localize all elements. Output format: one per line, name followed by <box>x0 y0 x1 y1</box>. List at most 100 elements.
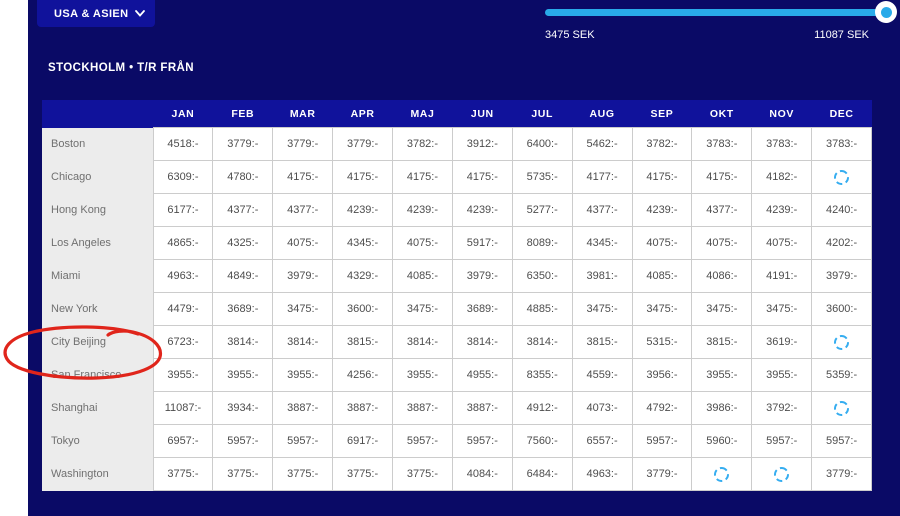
price-cell[interactable]: 3783:- <box>751 127 813 161</box>
price-cell[interactable]: 4377:- <box>691 193 753 227</box>
price-cell[interactable]: 4240:- <box>811 193 872 227</box>
price-cell[interactable]: 6350:- <box>511 259 573 293</box>
price-cell[interactable]: 3779:- <box>212 127 274 161</box>
price-cell[interactable]: 4073:- <box>571 391 633 425</box>
price-cell[interactable]: 5277:- <box>511 193 573 227</box>
price-cell[interactable]: 3600:- <box>332 292 393 326</box>
price-cell[interactable]: 4075:- <box>691 226 753 260</box>
price-cell[interactable]: 5359:- <box>811 358 872 392</box>
price-cell[interactable]: 4239:- <box>751 193 813 227</box>
price-cell[interactable]: 3792:- <box>751 391 813 425</box>
price-cell[interactable]: 4075:- <box>392 226 453 260</box>
price-cell[interactable]: 3783:- <box>691 127 753 161</box>
price-cell[interactable]: 3775:- <box>212 457 274 491</box>
region-dropdown[interactable]: USA & ASIEN <box>37 0 155 27</box>
price-cell[interactable]: 4177:- <box>571 160 633 194</box>
price-cell[interactable]: 3981:- <box>571 259 633 293</box>
price-cell[interactable]: 4780:- <box>212 160 274 194</box>
price-cell[interactable]: 3956:- <box>631 358 693 392</box>
price-cell[interactable]: 3814:- <box>272 325 334 359</box>
price-cell[interactable]: 5735:- <box>511 160 573 194</box>
price-cell[interactable]: 3887:- <box>392 391 453 425</box>
price-cell[interactable]: 3979:- <box>451 259 513 293</box>
price-cell[interactable]: 4849:- <box>212 259 274 293</box>
price-cell[interactable]: 4865:- <box>152 226 214 260</box>
price-cell[interactable]: 4084:- <box>451 457 513 491</box>
price-cell[interactable]: 3955:- <box>212 358 274 392</box>
price-cell[interactable]: 4075:- <box>751 226 813 260</box>
price-cell[interactable]: 4239:- <box>332 193 393 227</box>
price-cell[interactable]: 4955:- <box>451 358 513 392</box>
price-cell[interactable]: 3619:- <box>751 325 813 359</box>
price-cell[interactable]: 3475:- <box>691 292 753 326</box>
price-cell[interactable]: 3475:- <box>631 292 693 326</box>
price-cell[interactable]: 5960:- <box>691 424 753 458</box>
price-cell[interactable]: 6917:- <box>332 424 393 458</box>
price-cell[interactable]: 3912:- <box>451 127 513 161</box>
price-cell[interactable]: 3775:- <box>392 457 453 491</box>
price-cell[interactable]: 4202:- <box>811 226 872 260</box>
price-cell[interactable]: 4377:- <box>571 193 633 227</box>
price-cell[interactable]: 5957:- <box>751 424 813 458</box>
price-cell[interactable]: 7560:- <box>511 424 573 458</box>
price-cell[interactable]: 5917:- <box>451 226 513 260</box>
price-cell[interactable]: 4175:- <box>451 160 513 194</box>
price-cell[interactable]: 3986:- <box>691 391 753 425</box>
price-cell[interactable]: 4075:- <box>631 226 693 260</box>
price-cell[interactable]: 4963:- <box>152 259 214 293</box>
price-cell[interactable]: 4175:- <box>691 160 753 194</box>
price-cell[interactable]: 6723:- <box>152 325 214 359</box>
price-cell[interactable]: 3600:- <box>811 292 872 326</box>
price-cell[interactable]: 4175:- <box>631 160 693 194</box>
price-cell[interactable]: 8355:- <box>511 358 573 392</box>
price-cell[interactable]: 3955:- <box>751 358 813 392</box>
price-cell[interactable]: 5957:- <box>631 424 693 458</box>
price-cell[interactable]: 3955:- <box>691 358 753 392</box>
price-cell[interactable]: 5315:- <box>631 325 693 359</box>
price-cell[interactable]: 4086:- <box>691 259 753 293</box>
price-cell[interactable]: 3814:- <box>451 325 513 359</box>
price-cell[interactable]: 3779:- <box>332 127 393 161</box>
price-cell[interactable]: 5957:- <box>212 424 274 458</box>
price-cell[interactable]: 4518:- <box>152 127 214 161</box>
price-cell[interactable]: 3782:- <box>631 127 693 161</box>
price-cell[interactable]: 4191:- <box>751 259 813 293</box>
price-cell[interactable]: 4175:- <box>392 160 453 194</box>
price-cell[interactable]: 4885:- <box>511 292 573 326</box>
price-cell[interactable]: 4345:- <box>571 226 633 260</box>
price-cell[interactable]: 5957:- <box>392 424 453 458</box>
price-cell[interactable]: 3775:- <box>332 457 393 491</box>
price-cell[interactable]: 3979:- <box>272 259 334 293</box>
price-cell[interactable]: 4325:- <box>212 226 274 260</box>
price-cell[interactable]: 4377:- <box>212 193 274 227</box>
price-cell[interactable]: 5957:- <box>451 424 513 458</box>
price-cell[interactable]: 4182:- <box>751 160 813 194</box>
price-cell[interactable]: 6400:- <box>511 127 573 161</box>
price-cell[interactable]: 4085:- <box>392 259 453 293</box>
price-cell[interactable]: 3814:- <box>511 325 573 359</box>
price-cell[interactable]: 3814:- <box>212 325 274 359</box>
price-cell[interactable]: 3934:- <box>212 391 274 425</box>
price-cell[interactable]: 3779:- <box>631 457 693 491</box>
price-cell[interactable]: 6309:- <box>152 160 214 194</box>
price-cell[interactable]: 4256:- <box>332 358 393 392</box>
price-cell[interactable]: 3887:- <box>332 391 393 425</box>
price-cell[interactable]: 4479:- <box>152 292 214 326</box>
price-cell[interactable]: 4345:- <box>332 226 393 260</box>
price-cell[interactable]: 3689:- <box>212 292 274 326</box>
price-cell[interactable]: 6484:- <box>511 457 573 491</box>
price-cell[interactable]: 6957:- <box>152 424 214 458</box>
price-cell[interactable]: 5957:- <box>811 424 872 458</box>
price-cell[interactable]: 3815:- <box>571 325 633 359</box>
price-cell[interactable]: 3779:- <box>272 127 334 161</box>
price-cell[interactable]: 4175:- <box>332 160 393 194</box>
slider-handle[interactable] <box>875 1 897 23</box>
price-cell[interactable]: 4085:- <box>631 259 693 293</box>
price-cell[interactable]: 4239:- <box>392 193 453 227</box>
price-cell[interactable]: 3475:- <box>571 292 633 326</box>
price-cell[interactable]: 3955:- <box>272 358 334 392</box>
price-cell[interactable]: 3887:- <box>272 391 334 425</box>
price-cell[interactable]: 4239:- <box>631 193 693 227</box>
price-cell[interactable]: 3475:- <box>751 292 813 326</box>
price-cell[interactable]: 3979:- <box>811 259 872 293</box>
